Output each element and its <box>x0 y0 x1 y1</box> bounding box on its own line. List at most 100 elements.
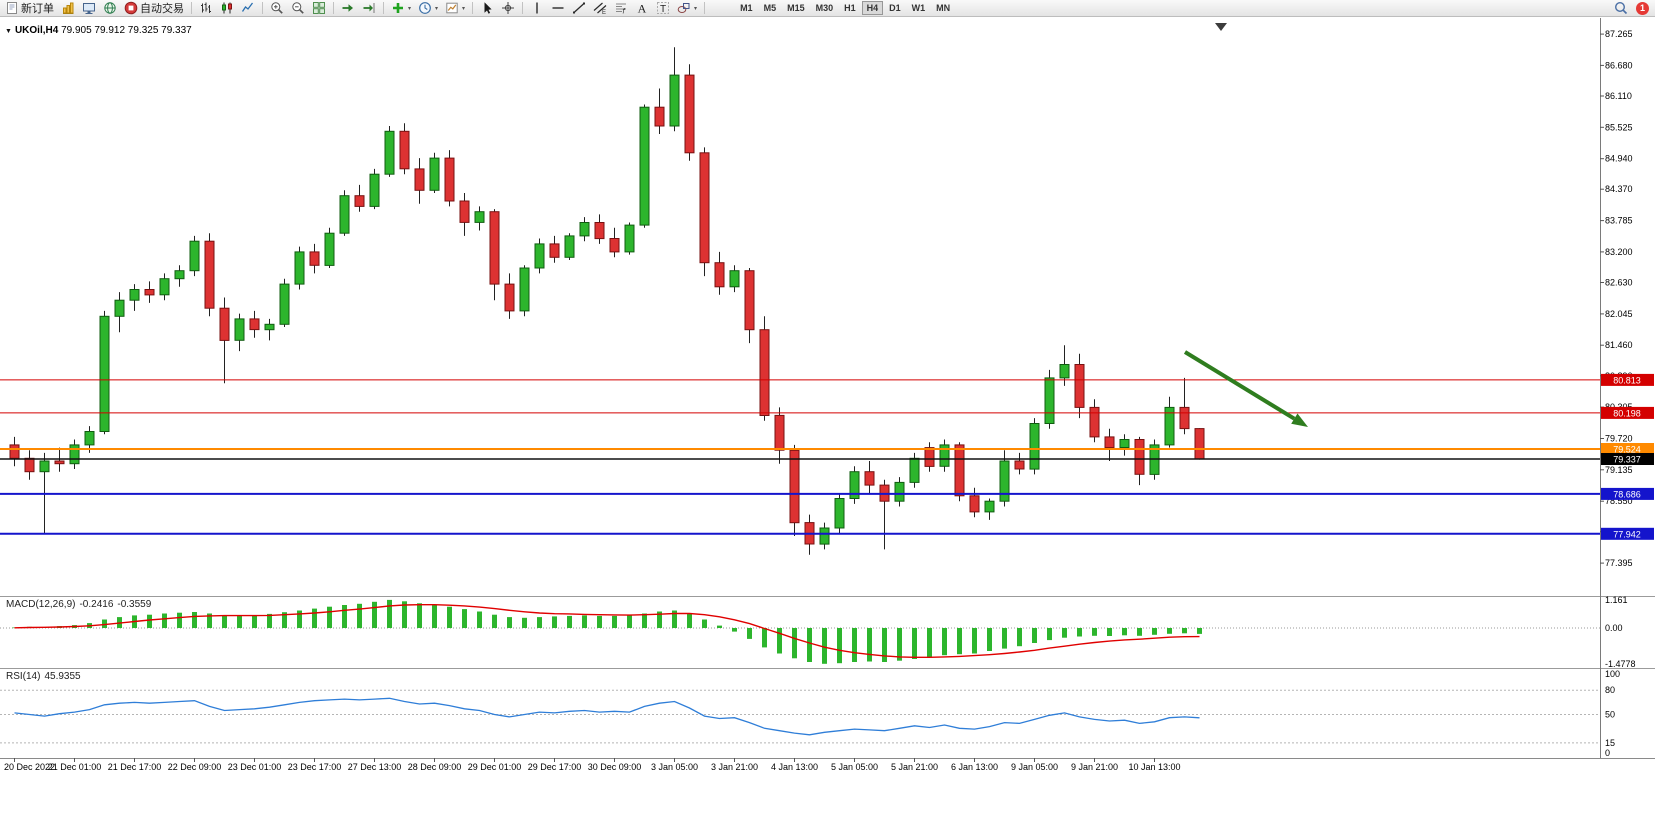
price-badge-label: 80.813 <box>1613 375 1641 385</box>
timeframe-h4-button[interactable]: H4 <box>861 1 884 15</box>
macd-histogram-bar <box>522 617 527 628</box>
new-chart-button[interactable] <box>58 1 78 16</box>
periods-button[interactable]: ▾ <box>415 1 441 16</box>
autotrading-button[interactable]: 自动交易 <box>121 1 187 16</box>
chart-shift-marker[interactable] <box>1215 23 1227 31</box>
search-icon <box>1614 1 1628 15</box>
candle <box>324 232 335 266</box>
candlestick-chart-button[interactable] <box>217 1 237 16</box>
trend-arrow-line[interactable] <box>1183 350 1296 421</box>
indicators-button[interactable]: ▾ <box>388 1 414 16</box>
candle <box>1014 460 1025 470</box>
line-chart-button[interactable] <box>238 1 258 16</box>
timeframe-h1-button[interactable]: H1 <box>839 1 861 15</box>
candle <box>594 222 605 240</box>
macd-histogram-bar <box>717 625 722 628</box>
shapes-button[interactable]: ▾ <box>674 1 700 16</box>
macd-histogram-bar <box>312 608 317 628</box>
tile-windows-button[interactable] <box>309 1 329 16</box>
horizontal-line-button[interactable] <box>548 1 568 16</box>
zoom-in-icon <box>271 2 283 14</box>
candle <box>129 289 140 301</box>
macd-histogram-bar <box>627 615 632 628</box>
macd-histogram-bar <box>837 628 842 664</box>
fibonacci-button[interactable]: f <box>611 1 631 16</box>
price-badge <box>1601 443 1654 455</box>
time-axis-label: 10 Jan 13:00 <box>1128 762 1180 772</box>
macd-histogram-bar <box>162 613 167 628</box>
trend-arrow-head[interactable] <box>1291 413 1308 428</box>
candle <box>624 224 635 253</box>
price-axis-label: 85.525 <box>1605 122 1633 132</box>
candle <box>1194 428 1205 460</box>
macd-histogram-bar <box>657 611 662 628</box>
timeframe-m30-button[interactable]: M30 <box>811 1 839 15</box>
macd-histogram-bar <box>942 628 947 656</box>
candle <box>849 471 860 500</box>
trendline-button[interactable] <box>569 1 589 16</box>
price-axis-label: 79.135 <box>1605 465 1633 475</box>
dropdown-caret-icon: ▾ <box>694 5 698 12</box>
candle <box>924 447 935 467</box>
timeframe-mn-button[interactable]: MN <box>931 1 955 15</box>
time-axis-label: 5 Jan 05:00 <box>831 762 878 772</box>
notification-badge[interactable]: 1 <box>1636 1 1649 15</box>
macd-histogram-bar <box>1032 628 1037 643</box>
price-axis-label: 84.370 <box>1605 184 1633 194</box>
gold-chart-icon <box>63 2 74 14</box>
macd-histogram-bar <box>237 615 242 628</box>
timeframe-m1-button[interactable]: M1 <box>735 1 758 15</box>
candle <box>1104 436 1115 449</box>
timeframe-m15-button[interactable]: M15 <box>782 1 810 15</box>
cursor-button[interactable] <box>477 1 497 16</box>
navigator-button[interactable] <box>100 1 120 16</box>
rsi-axis-label: 50 <box>1605 710 1615 720</box>
macd-histogram-bar <box>762 628 767 648</box>
crosshair-icon <box>502 2 515 14</box>
candle <box>1074 364 1085 408</box>
text-button[interactable]: A <box>632 1 652 16</box>
time-axis-label: 30 Dec 09:00 <box>588 762 642 772</box>
time-axis-label: 6 Jan 13:00 <box>951 762 998 772</box>
line-chart-icon <box>241 2 254 12</box>
bar-chart-button[interactable] <box>196 1 216 16</box>
search-button[interactable] <box>1611 1 1631 16</box>
timeframe-w1-button[interactable]: W1 <box>907 1 931 15</box>
new-order-icon <box>7 2 17 14</box>
candle <box>189 240 200 272</box>
rsi-axis-label: 0 <box>1605 748 1610 758</box>
time-axis-label: 23 Dec 01:00 <box>228 762 282 772</box>
candle <box>384 130 395 175</box>
candle <box>1029 423 1040 470</box>
new-order-button-label: 新订单 <box>21 3 54 15</box>
price-axis-label: 79.720 <box>1605 434 1633 444</box>
timeframe-m5-button[interactable]: M5 <box>759 1 782 15</box>
candle <box>759 329 770 417</box>
templates-button[interactable]: ▾ <box>442 1 468 16</box>
zoom-in-button[interactable] <box>267 1 287 16</box>
macd-histogram-bar <box>1167 628 1172 634</box>
one-click-trading-toggle[interactable]: ▼ <box>5 28 12 35</box>
equidistant-channel-button[interactable]: E <box>590 1 610 16</box>
macd-histogram-bar <box>972 628 977 654</box>
price-badge-label: 79.337 <box>1613 455 1641 465</box>
vertical-line-button[interactable] <box>527 1 547 16</box>
time-axis-label: 3 Jan 05:00 <box>651 762 698 772</box>
auto-scroll-button[interactable] <box>338 1 358 16</box>
candle <box>954 444 965 497</box>
macd-histogram-bar <box>612 615 617 628</box>
new-order-button[interactable]: 新订单 <box>2 1 57 16</box>
candle <box>609 238 620 253</box>
zoom-out-button[interactable] <box>288 1 308 16</box>
chart-shift-button[interactable] <box>359 1 379 16</box>
candle <box>504 283 515 312</box>
timeframe-d1-button[interactable]: D1 <box>884 1 906 15</box>
dropdown-caret-icon: ▾ <box>435 5 439 12</box>
crosshair-button[interactable] <box>498 1 518 16</box>
market-watch-button[interactable] <box>79 1 99 16</box>
macd-histogram-bar <box>882 628 887 662</box>
label-button[interactable]: T <box>653 1 673 16</box>
svg-text:f: f <box>623 7 626 16</box>
